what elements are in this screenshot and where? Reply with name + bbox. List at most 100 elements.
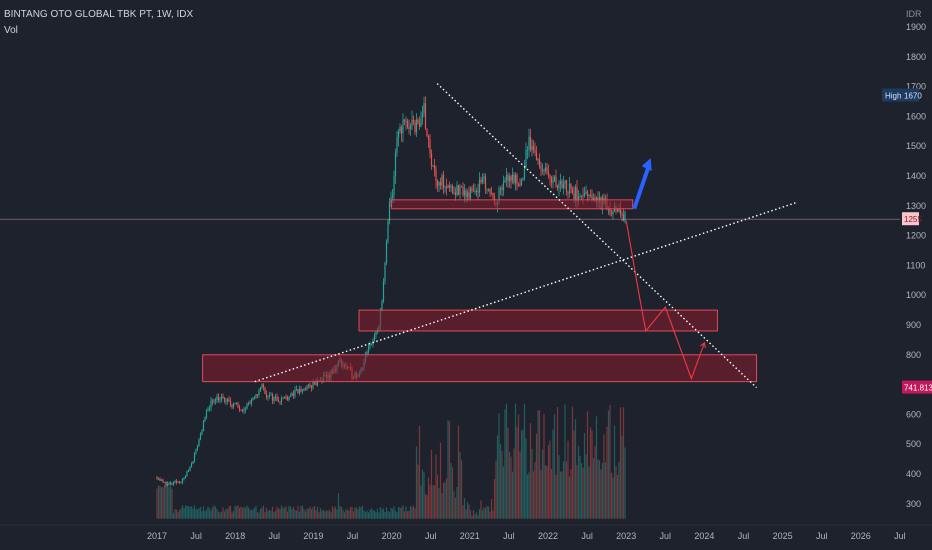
volume-bar — [430, 449, 433, 519]
volume-bar — [567, 440, 569, 519]
trendlines[interactable] — [0, 83, 900, 389]
candle-body — [576, 187, 578, 202]
volume-bar — [529, 423, 532, 519]
volume-bar — [351, 506, 353, 519]
candle-body — [540, 166, 542, 171]
candle-body — [489, 188, 491, 193]
volume-bar — [454, 497, 457, 519]
last-volume-value: 741.813M — [904, 384, 932, 393]
volume-bar — [546, 466, 548, 519]
time-tick-label: Jul — [816, 531, 828, 541]
volume-bar — [609, 404, 611, 519]
candle-body — [240, 409, 242, 411]
volume-bar — [477, 515, 479, 519]
volume-bar — [537, 410, 539, 519]
candle-body — [541, 170, 544, 172]
projection-path — [625, 220, 705, 381]
candle-body — [235, 403, 238, 405]
volume-bar — [456, 487, 458, 519]
candle-body — [168, 483, 170, 485]
candle-body — [205, 411, 208, 418]
price-tick-label: 400 — [906, 469, 921, 479]
support-zones[interactable] — [202, 199, 758, 383]
volume-bar — [450, 463, 452, 519]
time-tick-label: Jul — [269, 531, 281, 541]
candle-body — [616, 209, 619, 212]
candle-body — [244, 408, 247, 410]
candle-body — [484, 176, 487, 190]
volume-bar — [250, 510, 253, 519]
last-price-bg — [902, 212, 919, 226]
volume-bar — [606, 426, 608, 519]
volume-bar — [586, 411, 589, 519]
candle-body — [528, 136, 530, 150]
volume-bar — [295, 510, 298, 519]
candle-body — [391, 194, 394, 198]
volume-bar — [448, 421, 451, 519]
volume-bar — [358, 506, 361, 519]
candle-body — [516, 174, 518, 185]
volume-bar — [442, 482, 445, 519]
candle-body — [315, 382, 317, 386]
candle-body — [381, 301, 383, 312]
volume-bar — [445, 478, 448, 519]
volume-bar — [394, 510, 397, 519]
volume-bar — [363, 510, 365, 519]
volume-bar — [232, 510, 235, 519]
volume-bar — [583, 432, 586, 519]
candle-body — [166, 483, 169, 486]
candle-body — [544, 167, 547, 171]
candle-body — [412, 119, 415, 123]
candle-body — [183, 477, 185, 479]
volume-bar — [591, 430, 593, 519]
candle-body — [192, 461, 194, 464]
volume-bar — [460, 460, 463, 519]
volume-bar — [412, 505, 415, 519]
projection[interactable] — [625, 158, 706, 381]
price-tick-label: 500 — [906, 439, 921, 449]
volume-bar — [342, 509, 344, 519]
candle-body — [196, 446, 199, 450]
volume-bar — [391, 508, 394, 519]
volume-bar — [538, 410, 541, 519]
volume-bar — [277, 508, 280, 519]
volume-bar — [493, 479, 496, 519]
price-tick-label: 600 — [906, 409, 921, 419]
candle-body — [447, 185, 449, 188]
volume-bar — [580, 463, 583, 519]
candle-body — [213, 400, 215, 402]
candle-body — [175, 480, 178, 483]
volume-bar — [535, 433, 538, 519]
price-axis[interactable]: IDR 1900 1800 1700 1600 1500 1400 1300 1200 1100 1… — [882, 0, 932, 525]
candle-body — [403, 119, 406, 122]
volume-bar — [289, 506, 292, 519]
time-axis[interactable]: 2017 Jul 2018 Jul 2019 Jul 2020 Jul 2021 Jul 2022 J… — [0, 524, 932, 550]
time-tick-label: 2026 — [851, 531, 871, 541]
candle-body — [453, 192, 455, 194]
time-tick-label: Jul — [660, 531, 672, 541]
candle-body — [283, 396, 286, 399]
candle-body — [612, 211, 614, 215]
candle-body — [537, 159, 539, 161]
volume-bar — [597, 459, 599, 519]
volume-bar — [600, 469, 602, 519]
volume-bar — [261, 507, 263, 519]
volume-bar — [312, 507, 314, 519]
price-tick-label: 800 — [906, 350, 921, 360]
candle-body — [388, 201, 391, 222]
volume-bar — [471, 515, 473, 519]
volume-bar — [418, 425, 421, 519]
candle-body — [226, 399, 229, 402]
candle-body — [274, 396, 277, 398]
volume-bar — [159, 486, 161, 519]
candle-body — [276, 396, 278, 401]
price-tick-label: 1000 — [906, 290, 926, 300]
volume-bar — [414, 508, 416, 519]
projection-arrowhead — [700, 341, 706, 348]
volume-bar — [181, 505, 184, 519]
high-value: 1670 — [904, 92, 922, 101]
volume-bar — [400, 507, 403, 519]
volume-bar — [315, 510, 317, 519]
volume-bar — [256, 512, 259, 519]
